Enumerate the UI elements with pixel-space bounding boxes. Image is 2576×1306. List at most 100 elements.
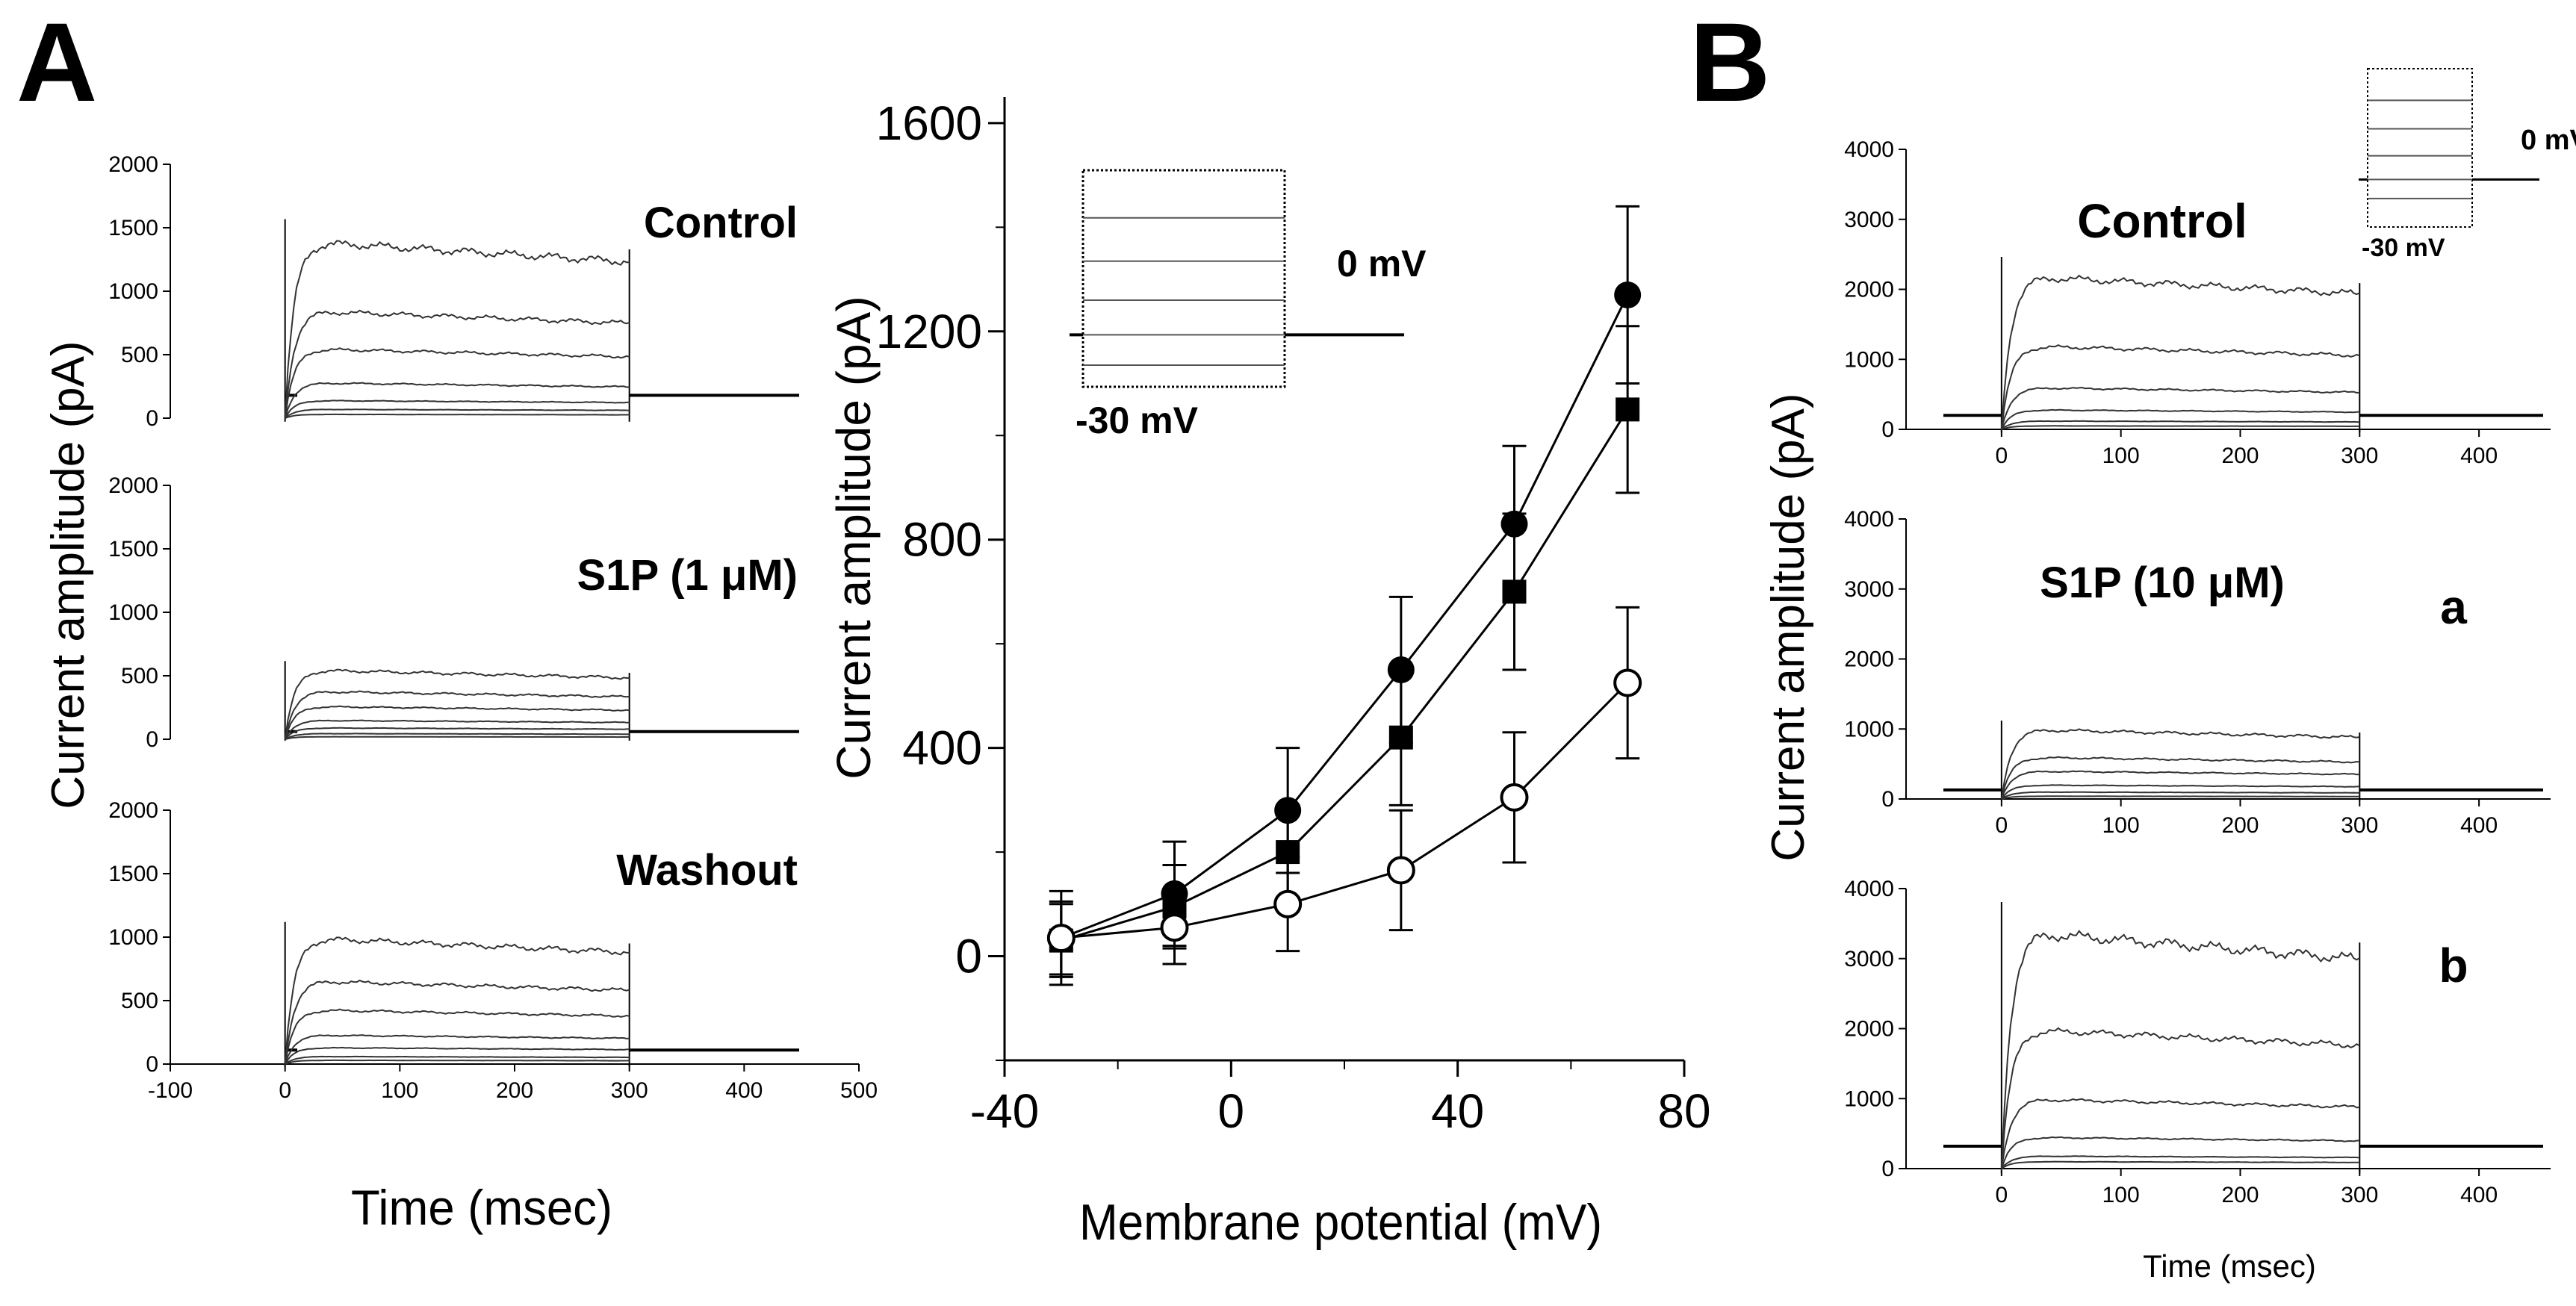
y-tick-label: 3000 xyxy=(1844,208,1894,232)
x-tick-label: 300 xyxy=(611,1078,648,1103)
x-tick-label: 100 xyxy=(381,1078,418,1103)
y-tick-label: 2000 xyxy=(108,152,158,177)
current-sweep xyxy=(284,309,630,417)
current-sweep xyxy=(284,719,630,740)
iv-ylabel: Current amplitude (pA) xyxy=(827,296,881,779)
panel-a-letter: A xyxy=(16,0,97,125)
x-tick-label: 200 xyxy=(2221,444,2259,468)
current-sweep xyxy=(2000,1027,2360,1171)
current-sweep xyxy=(284,399,630,419)
iv-x-tick-label: 0 xyxy=(1218,1084,1245,1138)
x-tick-label: 100 xyxy=(2102,1183,2140,1207)
y-tick-label: 2000 xyxy=(1844,647,1894,672)
current-sweep xyxy=(2000,1098,2360,1169)
current-sweep xyxy=(284,1034,630,1064)
iv-xlabel: Membrane potential (mV) xyxy=(1079,1194,1602,1251)
x-tick-label: 300 xyxy=(2341,813,2378,838)
y-tick-label: 0 xyxy=(146,406,158,431)
current-sweep xyxy=(285,413,630,419)
y-tick-label: 2000 xyxy=(108,473,158,498)
x-tick-label: 400 xyxy=(2460,444,2498,468)
iv-point-open-circle xyxy=(1273,889,1303,918)
x-tick-label: 400 xyxy=(2460,813,2498,838)
current-sweep xyxy=(285,1059,630,1065)
b-control-label: Control xyxy=(2077,194,2247,248)
x-tick-label: 400 xyxy=(2460,1183,2498,1207)
panel-b-traces-chart: Current amplitude (pA) Time (msec) Contr… xyxy=(1763,68,2576,1284)
current-sweep xyxy=(2001,1160,2360,1169)
current-sweep xyxy=(285,408,630,419)
current-sweep xyxy=(284,936,630,1066)
y-tick-label: 500 xyxy=(121,664,158,688)
current-sweep xyxy=(285,736,630,740)
y-tick-label: 4000 xyxy=(1844,507,1894,532)
y-tick-label: 2000 xyxy=(108,798,158,823)
b-traces-ylabel: Current amplitude (pA) xyxy=(1763,393,1814,861)
iv-x-tick-label: 40 xyxy=(1431,1084,1484,1138)
y-tick-label: 0 xyxy=(1881,1157,1894,1181)
current-sweep xyxy=(2000,343,2360,431)
b-traces-xlabel: Time (msec) xyxy=(2143,1249,2316,1284)
current-sweep xyxy=(2001,1155,2360,1169)
current-sweep xyxy=(285,733,630,740)
y-tick-label: 1000 xyxy=(108,600,158,625)
panel-b-letter: B xyxy=(1689,0,1770,125)
current-sweep xyxy=(2000,1136,2360,1169)
current-sweep xyxy=(2000,756,2360,800)
iv-x-tick-label: 80 xyxy=(1657,1084,1710,1138)
current-sweep xyxy=(2000,770,2360,800)
y-tick-label: 2000 xyxy=(1844,1017,1894,1042)
iv-point-open-circle xyxy=(1613,668,1642,697)
current-sweep xyxy=(284,727,630,740)
iv-series-line xyxy=(1061,294,1629,939)
b-tag-a: a xyxy=(2440,580,2467,634)
current-sweep xyxy=(284,690,630,739)
current-sweep xyxy=(2000,386,2360,429)
iv-series-line xyxy=(1061,682,1629,939)
y-tick-label: 1000 xyxy=(108,925,158,950)
iv-point-open-circle xyxy=(1500,783,1529,812)
y-tick-label: 1000 xyxy=(1844,347,1894,372)
y-tick-label: 3000 xyxy=(1844,947,1894,971)
x-tick-label: 0 xyxy=(1996,813,2008,838)
iv-inset-hold-label: -30 mV xyxy=(1076,399,1199,441)
a-s1p-label: S1P (1 μM) xyxy=(577,551,798,600)
a-traces-xlabel: Time (msec) xyxy=(351,1180,612,1235)
y-tick-label: 0 xyxy=(1881,417,1894,442)
iv-inset-box xyxy=(1081,169,1286,388)
iv-y-tick-label: 400 xyxy=(902,721,982,775)
x-tick-label: -100 xyxy=(148,1078,193,1103)
iv-point-square xyxy=(1388,725,1413,750)
b-inset-hold-label: -30 mV xyxy=(2362,234,2445,262)
x-tick-label: 100 xyxy=(2102,444,2140,468)
y-tick-label: 1000 xyxy=(1844,717,1894,741)
y-tick-label: 0 xyxy=(1881,787,1894,812)
y-tick-label: 1500 xyxy=(108,862,158,886)
y-tick-label: 500 xyxy=(121,989,158,1013)
current-sweep xyxy=(2001,791,2360,800)
panel-a-iv-chart: Current amplitude (pA) Membrane potentia… xyxy=(827,96,1711,1251)
panel-a-traces-chart: Current amplitude (pA) Time (msec) Contr… xyxy=(43,152,878,1235)
y-tick-label: 500 xyxy=(121,343,158,367)
current-sweep xyxy=(285,1055,630,1065)
y-tick-label: 1000 xyxy=(1844,1086,1894,1111)
current-sweep xyxy=(2000,930,2360,1166)
y-tick-label: 2000 xyxy=(1844,278,1894,302)
current-sweep xyxy=(2001,420,2360,430)
iv-y-tick-label: 1600 xyxy=(876,96,982,150)
iv-series-line xyxy=(1061,408,1629,942)
current-sweep xyxy=(284,979,630,1063)
y-tick-label: 4000 xyxy=(1844,877,1894,901)
current-sweep xyxy=(284,240,630,420)
iv-x-tick-label: -40 xyxy=(970,1084,1040,1138)
iv-point-open-circle xyxy=(1046,924,1076,953)
iv-y-tick-label: 800 xyxy=(902,513,982,567)
x-tick-label: 300 xyxy=(2341,1183,2378,1207)
current-sweep xyxy=(284,705,630,740)
y-tick-label: 4000 xyxy=(1844,137,1894,162)
x-tick-label: 0 xyxy=(1996,1183,2008,1207)
current-sweep xyxy=(2001,425,2360,430)
current-sweep xyxy=(2000,728,2360,799)
